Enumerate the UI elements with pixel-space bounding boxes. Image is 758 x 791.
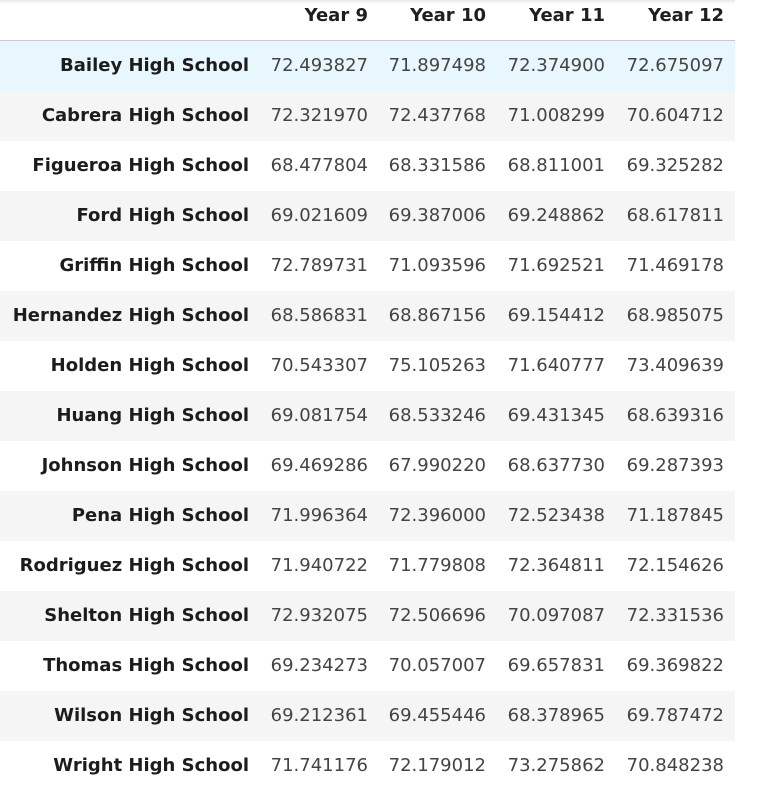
table-cell: 72.506696 — [388, 605, 486, 626]
table-cell: 72.523438 — [507, 505, 605, 526]
column-header-year-9: Year 9 — [304, 5, 368, 26]
table-row: Thomas High School 69.234273 70.057007 6… — [0, 641, 735, 691]
table-cell: 68.331586 — [388, 155, 486, 176]
table-row: Ford High School 69.021609 69.387006 69.… — [0, 191, 735, 241]
table-cell: 69.431345 — [507, 405, 605, 426]
table-cell: 72.675097 — [626, 55, 724, 76]
table-cell: 71.640777 — [507, 355, 605, 376]
table-cell: 69.287393 — [626, 455, 724, 476]
row-index-cell: Holden High School — [50, 355, 249, 376]
table-cell: 73.409639 — [626, 355, 724, 376]
table-row: Johnson High School 69.469286 67.990220 … — [0, 441, 735, 491]
table-cell: 69.369822 — [626, 655, 724, 676]
table-cell: 68.477804 — [270, 155, 368, 176]
column-header-year-11: Year 11 — [529, 5, 605, 26]
table-row: Rodriguez High School 71.940722 71.77980… — [0, 541, 735, 591]
table-cell: 70.848238 — [626, 755, 724, 776]
table-cell: 72.179012 — [388, 755, 486, 776]
row-index-cell: Bailey High School — [60, 55, 249, 76]
header-shadow — [0, 0, 735, 4]
row-index-cell: Rodriguez High School — [19, 555, 249, 576]
table-cell: 68.867156 — [388, 305, 486, 326]
row-index-cell: Johnson High School — [41, 455, 249, 476]
table-cell: 72.364811 — [507, 555, 605, 576]
table-cell: 71.779808 — [388, 555, 486, 576]
column-header-year-12: Year 12 — [648, 5, 724, 26]
row-index-cell: Pena High School — [71, 505, 249, 526]
table-cell: 70.097087 — [507, 605, 605, 626]
table-cell: 69.248862 — [507, 205, 605, 226]
table-cell: 68.811001 — [507, 155, 605, 176]
table-row: Pena High School 71.996364 72.396000 72.… — [0, 491, 735, 541]
table-cell: 69.657831 — [507, 655, 605, 676]
column-header-year-10: Year 10 — [410, 5, 486, 26]
table-cell: 69.212361 — [270, 705, 368, 726]
row-index-cell: Thomas High School — [43, 655, 249, 676]
table-cell: 70.057007 — [388, 655, 486, 676]
table-cell: 71.008299 — [507, 105, 605, 126]
table-header-row: Year 9 Year 10 Year 11 Year 12 — [0, 0, 735, 41]
table-cell: 71.093596 — [388, 255, 486, 276]
table-cell: 71.692521 — [507, 255, 605, 276]
table-row: Bailey High School 72.493827 71.897498 7… — [0, 41, 735, 91]
dataframe-table: Year 9 Year 10 Year 11 Year 12 Bailey Hi… — [0, 0, 735, 791]
table-row: Griffin High School 72.789731 71.093596 … — [0, 241, 735, 291]
table-cell: 73.275862 — [507, 755, 605, 776]
table-cell: 68.617811 — [626, 205, 724, 226]
table-row: Holden High School 70.543307 75.105263 7… — [0, 341, 735, 391]
table-cell: 68.637730 — [507, 455, 605, 476]
table-cell: 75.105263 — [388, 355, 486, 376]
table-cell: 69.081754 — [270, 405, 368, 426]
table-cell: 68.586831 — [270, 305, 368, 326]
table-cell: 70.604712 — [626, 105, 724, 126]
table-cell: 72.154626 — [626, 555, 724, 576]
table-cell: 71.940722 — [270, 555, 368, 576]
table-cell: 68.985075 — [626, 305, 724, 326]
table-row: Huang High School 69.081754 68.533246 69… — [0, 391, 735, 441]
table-cell: 68.378965 — [507, 705, 605, 726]
table-row: Wilson High School 69.212361 69.455446 6… — [0, 691, 735, 741]
table-cell: 69.325282 — [626, 155, 724, 176]
table-cell: 72.437768 — [388, 105, 486, 126]
table-row: Wright High School 71.741176 72.179012 7… — [0, 741, 735, 791]
row-index-cell: Hernandez High School — [12, 305, 249, 326]
table-row: Figueroa High School 68.477804 68.331586… — [0, 141, 735, 191]
table-cell: 72.331536 — [626, 605, 724, 626]
table-cell: 69.387006 — [388, 205, 486, 226]
row-index-cell: Griffin High School — [59, 255, 249, 276]
table-cell: 71.996364 — [270, 505, 368, 526]
row-index-cell: Wilson High School — [54, 705, 249, 726]
table-cell: 68.533246 — [388, 405, 486, 426]
table-cell: 69.154412 — [507, 305, 605, 326]
table-cell: 68.639316 — [626, 405, 724, 426]
row-index-cell: Shelton High School — [44, 605, 249, 626]
table-cell: 72.932075 — [270, 605, 368, 626]
table-cell: 72.321970 — [270, 105, 368, 126]
row-index-cell: Wright High School — [53, 755, 249, 776]
row-index-cell: Ford High School — [76, 205, 249, 226]
table-row: Cabrera High School 72.321970 72.437768 … — [0, 91, 735, 141]
table-cell: 71.187845 — [626, 505, 724, 526]
table-row: Shelton High School 72.932075 72.506696 … — [0, 591, 735, 641]
table-cell: 69.787472 — [626, 705, 724, 726]
table-cell: 72.396000 — [388, 505, 486, 526]
table-cell: 71.741176 — [270, 755, 368, 776]
table-cell: 69.469286 — [270, 455, 368, 476]
table-cell: 72.374900 — [507, 55, 605, 76]
row-index-cell: Huang High School — [56, 405, 249, 426]
table-cell: 72.493827 — [270, 55, 368, 76]
row-index-cell: Cabrera High School — [41, 105, 249, 126]
table-cell: 69.021609 — [270, 205, 368, 226]
row-index-cell: Figueroa High School — [32, 155, 249, 176]
table-cell: 71.469178 — [626, 255, 724, 276]
table-cell: 69.234273 — [270, 655, 368, 676]
table-row: Hernandez High School 68.586831 68.86715… — [0, 291, 735, 341]
table-cell: 72.789731 — [270, 255, 368, 276]
table-cell: 71.897498 — [388, 55, 486, 76]
table-cell: 67.990220 — [388, 455, 486, 476]
table-cell: 70.543307 — [270, 355, 368, 376]
table-cell: 69.455446 — [388, 705, 486, 726]
